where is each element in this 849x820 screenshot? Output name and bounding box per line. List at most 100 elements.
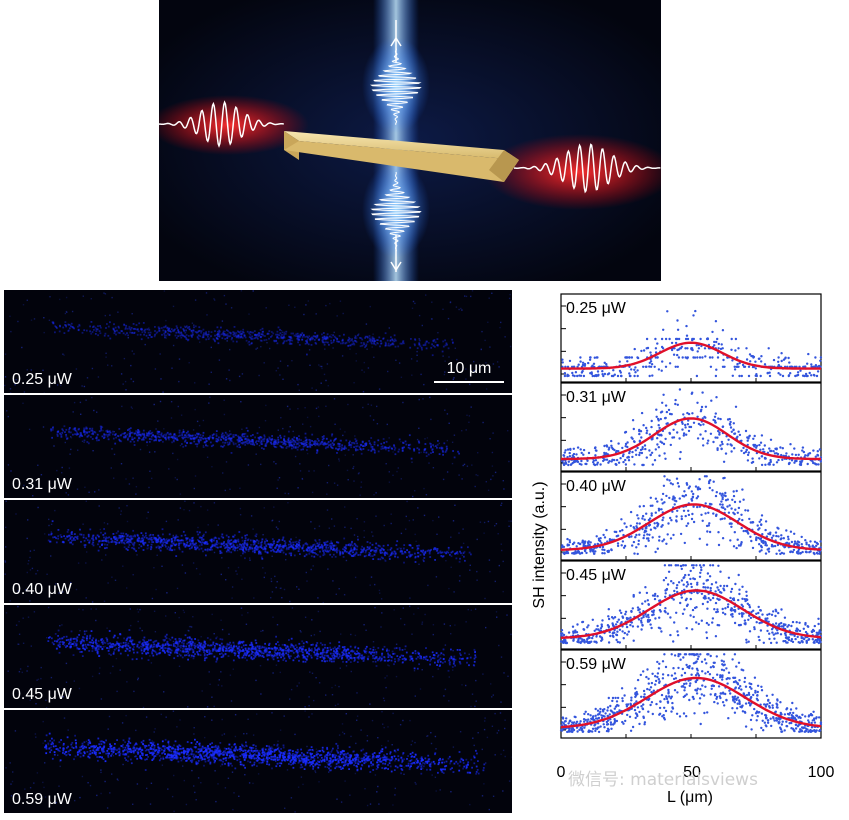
data-point: [575, 460, 577, 462]
data-point: [704, 430, 706, 432]
data-point: [783, 359, 785, 361]
data-point: [650, 426, 652, 428]
data-point: [703, 583, 705, 585]
data-point: [636, 514, 638, 516]
data-point: [784, 713, 786, 715]
data-point: [758, 636, 760, 638]
data-point: [658, 663, 660, 665]
data-point: [593, 724, 595, 726]
data-point: [576, 730, 578, 732]
data-point: [706, 442, 708, 444]
data-point: [626, 705, 628, 707]
data-point: [663, 452, 665, 454]
data-point: [585, 552, 587, 554]
data-point: [722, 477, 724, 479]
data-point: [726, 443, 728, 445]
data-point: [816, 632, 818, 634]
data-point: [609, 635, 611, 637]
data-point: [603, 726, 605, 728]
data-point: [598, 731, 600, 733]
data-point: [625, 526, 627, 528]
data-point: [639, 522, 641, 524]
data-point: [629, 624, 631, 626]
data-point: [568, 461, 570, 463]
sh-image-panel-3: 0.40 μW: [4, 500, 512, 603]
data-point: [720, 675, 722, 677]
data-point: [737, 703, 739, 705]
scale-bar-label: 10 μm: [434, 360, 504, 378]
data-point: [712, 617, 714, 619]
data-point: [684, 426, 686, 428]
data-point: [568, 631, 570, 633]
data-point: [757, 537, 759, 539]
data-point: [592, 728, 594, 730]
data-point: [781, 723, 783, 725]
data-point: [765, 520, 767, 522]
data-point: [692, 653, 694, 655]
data-point: [640, 350, 642, 352]
data-point: [744, 677, 746, 679]
data-point: [744, 509, 746, 511]
subplot-power-label: 0.59 μW: [566, 656, 627, 673]
data-point: [567, 722, 569, 724]
data-point: [594, 550, 596, 552]
data-point: [592, 716, 594, 718]
data-point: [729, 692, 731, 694]
data-point: [705, 502, 707, 504]
data-point: [778, 623, 780, 625]
data-point: [644, 519, 646, 521]
data-point: [697, 350, 699, 352]
data-point: [719, 571, 721, 573]
subplot-5: 0.59 μW: [560, 650, 822, 738]
data-point: [563, 464, 565, 466]
subplot-4: 0.45 μW: [560, 561, 822, 649]
data-point: [718, 685, 720, 687]
data-point: [702, 520, 704, 522]
data-point: [785, 634, 787, 636]
subplot-2: 0.31 μW: [561, 383, 822, 471]
data-point: [728, 512, 730, 514]
data-point: [758, 457, 760, 459]
data-point: [707, 671, 709, 673]
data-point: [777, 459, 779, 461]
data-point: [749, 360, 751, 362]
data-point: [669, 362, 671, 364]
data-point: [723, 366, 725, 368]
data-point: [771, 694, 773, 696]
data-point: [606, 709, 608, 711]
data-point: [696, 668, 698, 670]
data-point: [708, 522, 710, 524]
data-point: [805, 375, 807, 377]
data-point: [608, 697, 610, 699]
data-point: [665, 495, 667, 497]
data-point: [768, 447, 770, 449]
data-point: [581, 729, 583, 731]
data-point: [713, 666, 715, 668]
data-point: [638, 618, 640, 620]
data-point: [730, 450, 732, 452]
data-point: [758, 639, 760, 641]
data-point: [739, 501, 741, 503]
data-point: [798, 622, 800, 624]
data-point: [728, 672, 730, 674]
data-point: [594, 730, 596, 732]
data-point: [637, 553, 639, 555]
data-point: [752, 694, 754, 696]
data-point: [702, 603, 704, 605]
data-point: [677, 667, 679, 669]
data-point: [662, 329, 664, 331]
data-point: [737, 347, 739, 349]
data-point: [663, 579, 665, 581]
data-point: [731, 588, 733, 590]
data-point: [731, 615, 733, 617]
data-point: [766, 617, 768, 619]
data-point: [572, 632, 574, 634]
data-point: [812, 629, 814, 631]
data-point: [626, 633, 628, 635]
data-point: [699, 688, 701, 690]
data-point: [635, 534, 637, 536]
data-point: [643, 723, 645, 725]
data-point: [816, 639, 818, 641]
data-point: [715, 396, 717, 398]
scale-bar-line: [434, 381, 504, 383]
